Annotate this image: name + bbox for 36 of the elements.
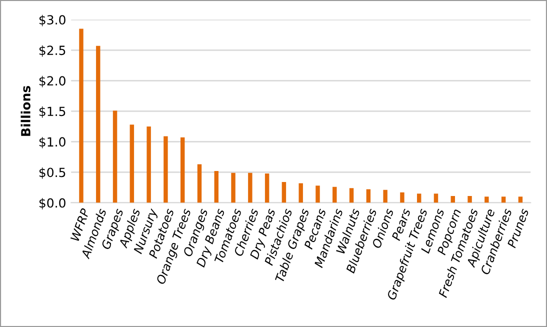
bar: [112, 110, 118, 203]
bar: [197, 164, 202, 203]
bar: [416, 194, 422, 203]
bar: [468, 196, 472, 203]
bar: [180, 137, 185, 203]
y-tick-label: $1.0: [39, 136, 66, 148]
bar: [400, 192, 404, 203]
bar: [484, 196, 489, 203]
bar: [450, 196, 455, 203]
bar: [316, 186, 320, 203]
bar: [214, 171, 218, 203]
y-tick-label: $2.5: [39, 45, 66, 57]
bar: [298, 183, 303, 203]
y-tick-label: $0.0: [39, 198, 66, 210]
bar: [231, 172, 236, 203]
y-axis-title: Billions: [20, 86, 30, 136]
bar: [518, 196, 523, 203]
bar: [130, 124, 134, 203]
bar: [146, 126, 151, 203]
bar: [383, 190, 388, 203]
bar: [501, 196, 506, 203]
bar: [264, 173, 270, 203]
bar: [434, 194, 438, 203]
y-tick-label: $1.5: [39, 106, 66, 118]
bar: [366, 189, 371, 203]
y-tick-label: $0.5: [39, 167, 66, 179]
bar: [349, 188, 354, 203]
bar: [248, 172, 252, 203]
y-tick-label: $3.0: [39, 14, 66, 26]
x-tick-label: Pears: [392, 208, 411, 242]
y-tick-label: $2.0: [39, 76, 66, 88]
bar: [96, 46, 100, 203]
bar: [282, 182, 286, 203]
bar: [79, 28, 84, 203]
bar: [164, 136, 168, 203]
bar: [332, 186, 337, 203]
